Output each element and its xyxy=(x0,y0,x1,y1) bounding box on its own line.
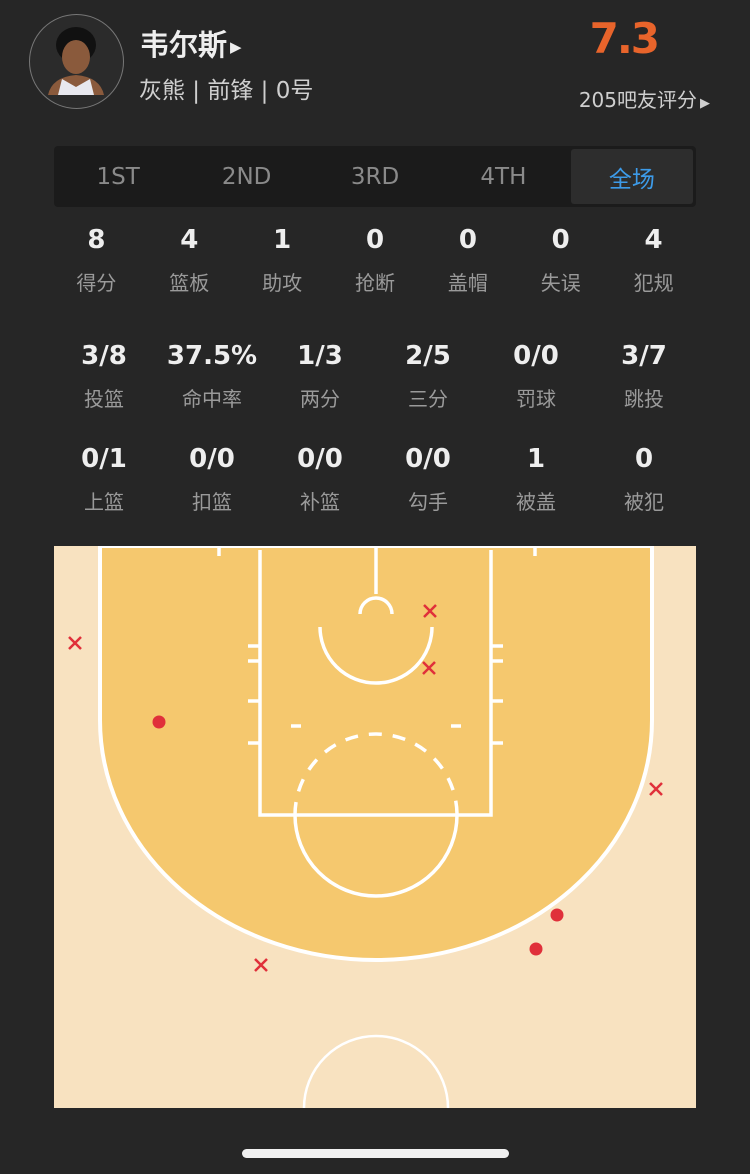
stat-label: 命中率 xyxy=(182,387,242,411)
stat-label: 犯规 xyxy=(633,271,674,295)
stat-label: 跳投 xyxy=(624,387,664,411)
stat-value: 8 xyxy=(87,225,106,255)
made-shot-marker xyxy=(529,942,543,956)
stat-三分: 2/5 三分 xyxy=(374,341,482,412)
play-arrow-icon: ▶ xyxy=(230,38,242,56)
stat-value: 0 xyxy=(458,225,477,255)
shooting-stats: 3/8 投篮 37.5% 命中率 1/3 两分 2/5 三分 0/0 罚球 3/7 跳投 xyxy=(50,341,700,412)
stat-label: 助攻 xyxy=(262,271,303,295)
play-arrow-icon: ▶ xyxy=(700,96,710,111)
stat-label: 得分 xyxy=(76,271,117,295)
missed-shot-marker xyxy=(254,958,268,972)
fan-rating-link[interactable]: 205吧友评分 ▶ xyxy=(578,88,710,112)
stat-value: 37.5% xyxy=(166,341,258,371)
stat-跳投: 3/7 跳投 xyxy=(590,341,698,412)
stat-盖帽: 0 盖帽 xyxy=(421,225,514,296)
stat-上篮: 0/1 上篮 xyxy=(50,444,158,515)
stat-label: 投篮 xyxy=(84,387,124,411)
stat-篮板: 4 篮板 xyxy=(143,225,236,296)
stat-label: 扣篮 xyxy=(192,490,232,514)
stat-补篮: 0/0 补篮 xyxy=(266,444,374,515)
stat-value: 0/0 xyxy=(297,444,343,474)
stat-勾手: 0/0 勾手 xyxy=(374,444,482,515)
made-shot-marker xyxy=(152,715,166,729)
stat-失误: 0 失误 xyxy=(514,225,607,296)
home-indicator[interactable] xyxy=(242,1149,509,1158)
player-avatar[interactable] xyxy=(29,14,124,109)
stat-label: 三分 xyxy=(408,387,448,411)
stat-label: 勾手 xyxy=(408,490,448,514)
missed-shot-marker xyxy=(422,661,436,675)
missed-shot-marker xyxy=(68,636,82,650)
stat-罚球: 0/0 罚球 xyxy=(482,341,590,412)
tab-1st[interactable]: 1ST xyxy=(96,163,140,190)
stat-value: 0 xyxy=(551,225,570,255)
stat-value: 1 xyxy=(526,444,546,474)
shot-type-stats: 0/1 上篮 0/0 扣篮 0/0 补篮 0/0 勾手 1 被盖 0 被犯 xyxy=(50,444,700,515)
player-rating: 7.3 xyxy=(589,14,660,63)
shot-chart xyxy=(54,546,696,1108)
stat-value: 0/0 xyxy=(189,444,235,474)
stat-value: 3/8 xyxy=(81,341,127,371)
made-shot-marker xyxy=(550,908,564,922)
tab-full-game[interactable]: 全场 xyxy=(570,149,694,204)
stat-抢断: 0 抢断 xyxy=(329,225,422,296)
stat-value: 0/0 xyxy=(513,341,559,371)
player-info: 灰熊 | 前锋 | 0号 xyxy=(139,78,314,104)
stat-label: 补篮 xyxy=(300,490,340,514)
court-lines xyxy=(217,546,537,1108)
three-point-area xyxy=(98,546,654,962)
missed-shot-marker xyxy=(423,604,437,618)
stat-label: 篮板 xyxy=(169,271,210,295)
stat-value: 0 xyxy=(365,225,385,255)
tab-2nd[interactable]: 2ND xyxy=(221,163,272,190)
stat-label: 抢断 xyxy=(355,271,395,295)
tab-4th[interactable]: 4TH xyxy=(480,163,527,190)
stat-犯规: 4 犯规 xyxy=(607,225,700,296)
stat-value: 3/7 xyxy=(621,341,667,371)
stat-value: 0/0 xyxy=(405,444,451,474)
player-name[interactable]: 韦尔斯 ▶ xyxy=(140,28,242,62)
shot-markers xyxy=(68,604,663,972)
stat-被犯: 0 被犯 xyxy=(590,444,698,515)
stat-label: 上篮 xyxy=(84,490,124,514)
basic-stats: 8 得分 4 篮板 1 助攻 0 抢断 0 盖帽 0 失误 4 犯规 xyxy=(50,225,700,296)
stat-label: 盖帽 xyxy=(447,271,488,295)
stat-扣篮: 0/0 扣篮 xyxy=(158,444,266,515)
stat-value: 1/3 xyxy=(297,341,343,371)
stat-label: 罚球 xyxy=(516,387,556,411)
stat-value: 4 xyxy=(180,225,199,255)
stat-被盖: 1 被盖 xyxy=(482,444,590,515)
stat-投篮: 3/8 投篮 xyxy=(50,341,158,412)
stat-label: 失误 xyxy=(540,271,581,295)
stat-value: 0 xyxy=(634,444,654,474)
stat-label: 被盖 xyxy=(516,490,556,514)
stat-value: 0/1 xyxy=(81,444,127,474)
tab-3rd[interactable]: 3RD xyxy=(350,163,400,190)
stat-两分: 1/3 两分 xyxy=(266,341,374,412)
player-photo-icon xyxy=(48,27,104,95)
period-tabs: 1ST 2ND 3RD 4TH 全场 xyxy=(54,146,696,207)
stat-value: 2/5 xyxy=(405,341,451,371)
stat-label: 被犯 xyxy=(624,490,664,514)
stat-value: 1 xyxy=(273,225,292,255)
stat-得分: 8 得分 xyxy=(50,225,143,296)
stat-助攻: 1 助攻 xyxy=(236,225,329,296)
missed-shot-marker xyxy=(649,782,663,796)
stat-label: 两分 xyxy=(300,387,340,411)
stat-命中率: 37.5% 命中率 xyxy=(158,341,266,412)
stat-value: 4 xyxy=(644,225,663,255)
